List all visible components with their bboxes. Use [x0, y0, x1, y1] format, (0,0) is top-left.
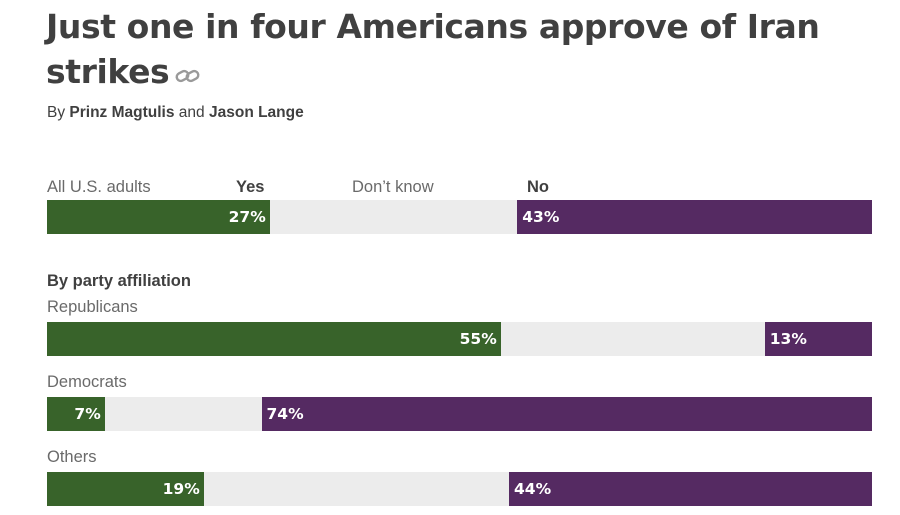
byline-author-2: Jason Lange	[208, 104, 304, 121]
yes-value-label: 55%	[459, 330, 497, 348]
yes-value-label: 19%	[162, 480, 200, 498]
no-value-label: 43%	[522, 208, 560, 226]
legend-no: No	[527, 178, 549, 196]
row-label-democrats: Democrats	[47, 373, 127, 391]
bar-no-segment: 44%	[509, 472, 872, 506]
bar-yes-segment: 7%	[47, 397, 105, 431]
byline: By Prinz Magtulis and Jason Lange	[47, 104, 304, 122]
row-label-republicans: Republicans	[47, 298, 138, 316]
yes-value-label: 7%	[74, 405, 101, 423]
no-value-label: 44%	[514, 480, 552, 498]
bar-all-adults: 27% 43%	[47, 200, 872, 234]
group-header: All U.S. adults	[47, 178, 151, 196]
bar-no-segment: 13%	[764, 322, 872, 356]
bar-others: 19% 44%	[47, 472, 872, 506]
byline-prefix: By	[47, 104, 66, 121]
chart-title-text: Just one in four Americans approve of Ir…	[46, 7, 820, 91]
bar-republicans: 55% 13%	[47, 322, 872, 356]
bar-no-segment: 43%	[517, 200, 872, 234]
byline-joiner: and	[178, 104, 205, 121]
no-value-label: 74%	[266, 405, 304, 423]
no-value-label: 13%	[769, 330, 807, 348]
bar-democrats: 7% 74%	[47, 397, 872, 431]
legend-dont-know: Don’t know	[352, 178, 434, 196]
bar-yes-segment: 27%	[47, 200, 270, 234]
yes-value-label: 27%	[228, 208, 266, 226]
bar-yes-segment: 19%	[47, 472, 204, 506]
legend-yes: Yes	[236, 178, 265, 196]
bar-no-segment: 74%	[261, 397, 872, 431]
link-icon[interactable]	[175, 51, 201, 96]
chart-title: Just one in four Americans approve of Ir…	[46, 4, 846, 96]
byline-author-1: Prinz Magtulis	[69, 104, 175, 121]
section-title: By party affiliation	[47, 272, 191, 290]
row-label-others: Others	[47, 448, 97, 466]
bar-yes-segment: 55%	[47, 322, 501, 356]
